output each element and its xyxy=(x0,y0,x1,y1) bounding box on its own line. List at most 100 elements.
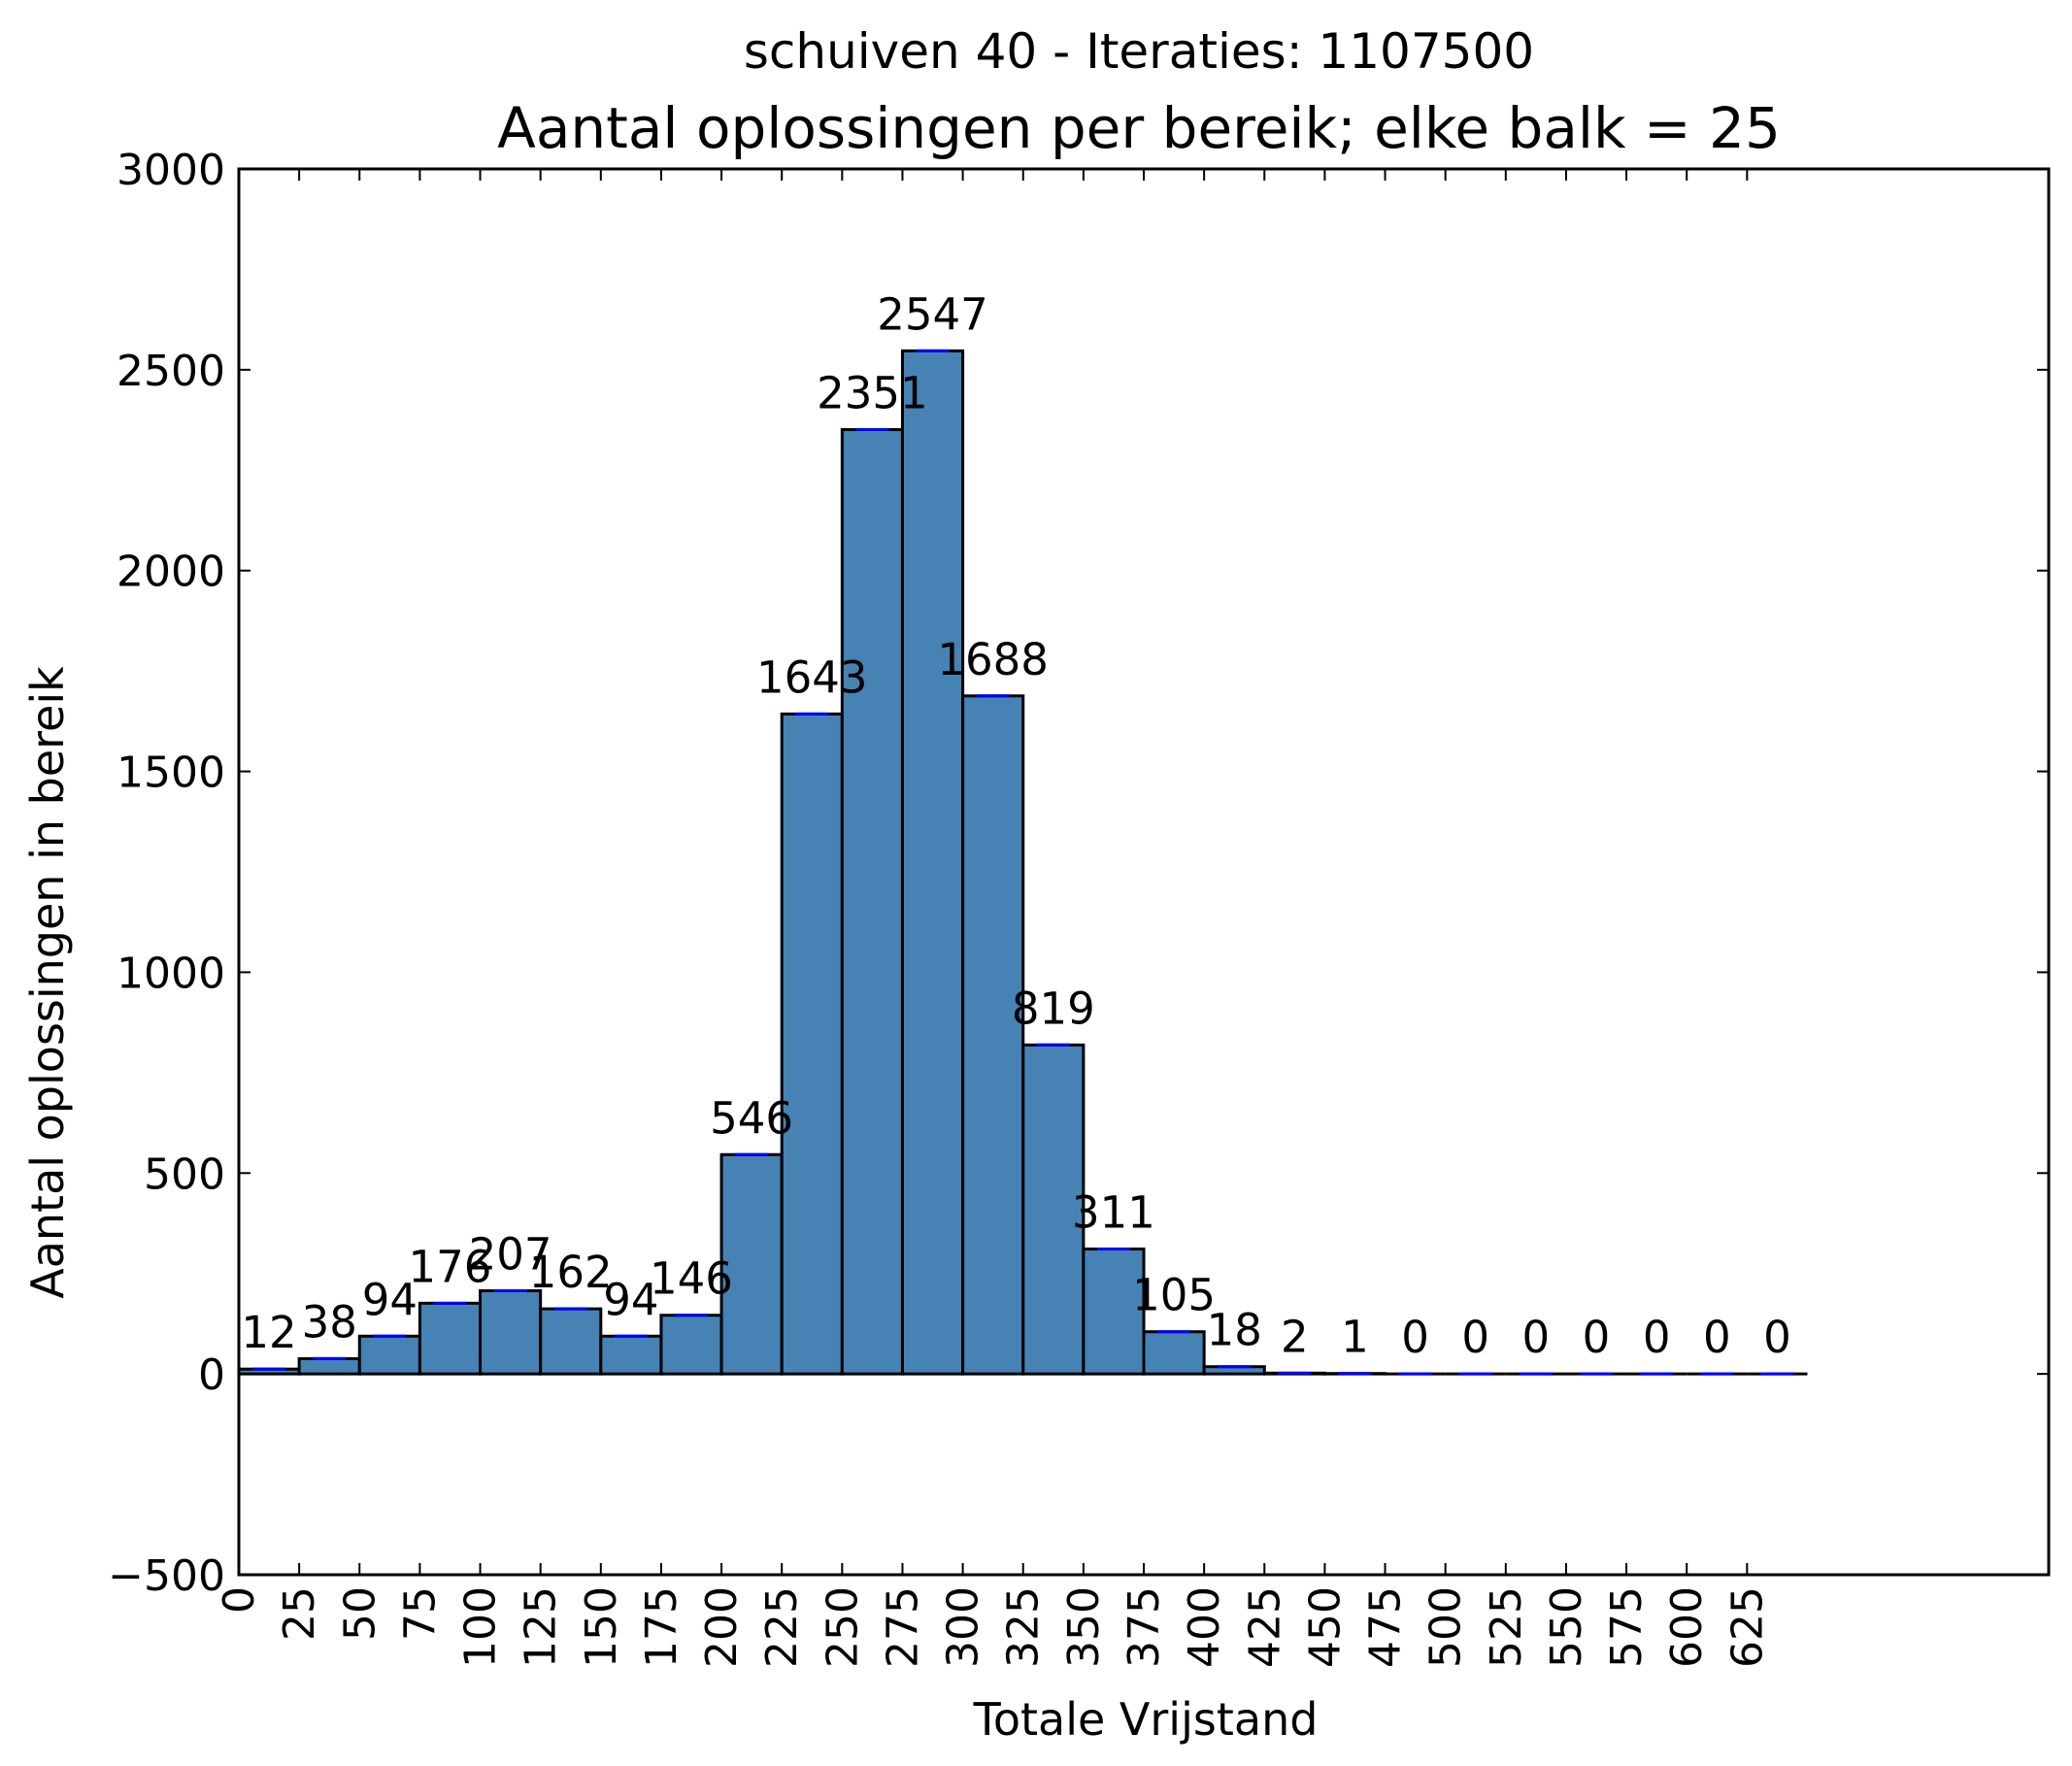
bar-value-label: 18 xyxy=(1207,1305,1262,1356)
bar xyxy=(1262,1371,1326,1376)
bar-value-label: 546 xyxy=(710,1092,793,1144)
y-tick-label: 0 xyxy=(198,1350,225,1400)
x-tick-label: 550 xyxy=(1542,1586,1591,1668)
bar-value-label: 0 xyxy=(1401,1312,1429,1363)
x-tick-label: 575 xyxy=(1602,1586,1652,1668)
bar-rect xyxy=(297,1356,361,1376)
y-tick-label: 500 xyxy=(144,1150,225,1199)
plot-frame xyxy=(237,167,2051,1577)
x-tick-label: 625 xyxy=(1722,1586,1772,1668)
bar-value-label: 94 xyxy=(362,1274,418,1325)
bar-value-label: 162 xyxy=(529,1247,613,1298)
chart-title: Aantal oplossingen per bereik; elke balk… xyxy=(497,95,1781,161)
bar-rect xyxy=(900,349,965,1376)
bar-rect xyxy=(479,1289,543,1376)
x-tick-label: 275 xyxy=(878,1586,927,1668)
bar-rect xyxy=(840,428,904,1376)
bar-value-label: 176 xyxy=(409,1241,492,1292)
x-tick-label: 400 xyxy=(1180,1586,1229,1668)
bar xyxy=(599,1334,663,1376)
x-tick-label: 375 xyxy=(1120,1586,1169,1668)
y-tick-label: 3000 xyxy=(117,146,225,195)
bar-rect xyxy=(961,694,1025,1376)
x-tick-label: 50 xyxy=(335,1586,384,1641)
bar-value-label: 1 xyxy=(1341,1312,1369,1363)
bar xyxy=(1142,1330,1206,1376)
bar-rect xyxy=(780,712,844,1376)
bar-value-label: 0 xyxy=(1583,1312,1611,1363)
x-tick-label: 300 xyxy=(939,1586,988,1668)
bar-value-label: 38 xyxy=(302,1296,357,1348)
x-axis-label: Totale Vrijstand xyxy=(973,1693,1319,1746)
bar-rect xyxy=(659,1314,723,1376)
bar-value-label: 819 xyxy=(1012,983,1095,1034)
x-tick-label: 425 xyxy=(1240,1586,1289,1668)
x-tick-label: 500 xyxy=(1421,1586,1471,1668)
bar xyxy=(357,1334,421,1376)
bar xyxy=(659,1314,723,1376)
bar-value-label: 0 xyxy=(1763,1312,1791,1363)
bar-value-label: 207 xyxy=(469,1229,552,1281)
x-axis-ticks: 0 25 50 75 100 125 150 175 200 225 250 275 300 325 350… xyxy=(215,169,1772,1668)
bar xyxy=(539,1307,603,1376)
bar-value-label: 2 xyxy=(1281,1311,1309,1362)
bar-value-label: 1688 xyxy=(937,634,1049,685)
y-tick-label: −500 xyxy=(108,1551,225,1601)
bar xyxy=(237,1367,301,1376)
y-axis-label: Aantal oplossingen in bereik xyxy=(21,666,74,1299)
bar xyxy=(297,1356,361,1376)
x-tick-label: 150 xyxy=(577,1586,626,1668)
bar xyxy=(900,349,965,1376)
bar-value-label: 1643 xyxy=(756,651,868,703)
x-tick-label: 175 xyxy=(637,1586,686,1668)
bar-value-label: 0 xyxy=(1643,1312,1671,1363)
bar-value-label: 0 xyxy=(1522,1312,1551,1363)
bar-rect xyxy=(1142,1330,1206,1376)
x-tick-label: 600 xyxy=(1662,1586,1712,1668)
x-tick-label: 350 xyxy=(1059,1586,1109,1668)
bar-value-label: 0 xyxy=(1703,1312,1731,1363)
bar-rect xyxy=(1021,1043,1086,1376)
x-tick-label: 325 xyxy=(999,1586,1049,1668)
x-tick-label: 0 xyxy=(215,1586,264,1614)
x-tick-label: 75 xyxy=(395,1586,445,1641)
bar-rect xyxy=(539,1307,603,1376)
x-tick-label: 100 xyxy=(456,1586,506,1668)
bar xyxy=(1021,1043,1086,1376)
x-tick-label: 450 xyxy=(1300,1586,1350,1668)
x-tick-label: 525 xyxy=(1482,1586,1531,1668)
bar-value-label: 0 xyxy=(1461,1312,1489,1363)
bar xyxy=(780,712,844,1376)
bar-rect xyxy=(357,1334,421,1376)
bar xyxy=(418,1301,483,1376)
histogram-bars xyxy=(237,349,1808,1376)
y-tick-label: 2000 xyxy=(117,548,225,597)
bar xyxy=(961,694,1025,1376)
x-tick-label: 225 xyxy=(757,1586,807,1668)
bar-rect xyxy=(599,1334,663,1376)
bar-value-label: 146 xyxy=(650,1253,733,1305)
x-tick-label: 125 xyxy=(517,1586,566,1668)
y-tick-label: 1000 xyxy=(117,949,225,998)
bar-value-label: 94 xyxy=(603,1274,658,1325)
bar-rect xyxy=(719,1152,784,1376)
x-tick-label: 250 xyxy=(818,1586,867,1668)
x-tick-label: 475 xyxy=(1361,1586,1411,1668)
bar-value-label: 12 xyxy=(241,1307,296,1358)
x-tick-label: 200 xyxy=(697,1586,747,1668)
bar xyxy=(719,1152,784,1376)
bar-value-label: 311 xyxy=(1072,1186,1155,1238)
chart-suptitle: schuiven 40 - Iteraties: 1107500 xyxy=(744,23,1534,80)
bar xyxy=(840,428,904,1376)
bar-value-label: 2547 xyxy=(877,288,988,340)
bar-value-labels: 12 38 941762071629414654616432351254716888… xyxy=(241,288,1790,1363)
y-tick-label: 2500 xyxy=(117,347,225,396)
y-tick-label: 1500 xyxy=(117,749,225,798)
bar-value-label: 2351 xyxy=(817,368,928,419)
bar xyxy=(479,1289,543,1376)
bar-rect xyxy=(418,1301,483,1376)
bar xyxy=(1202,1365,1266,1376)
bar xyxy=(1082,1247,1146,1376)
